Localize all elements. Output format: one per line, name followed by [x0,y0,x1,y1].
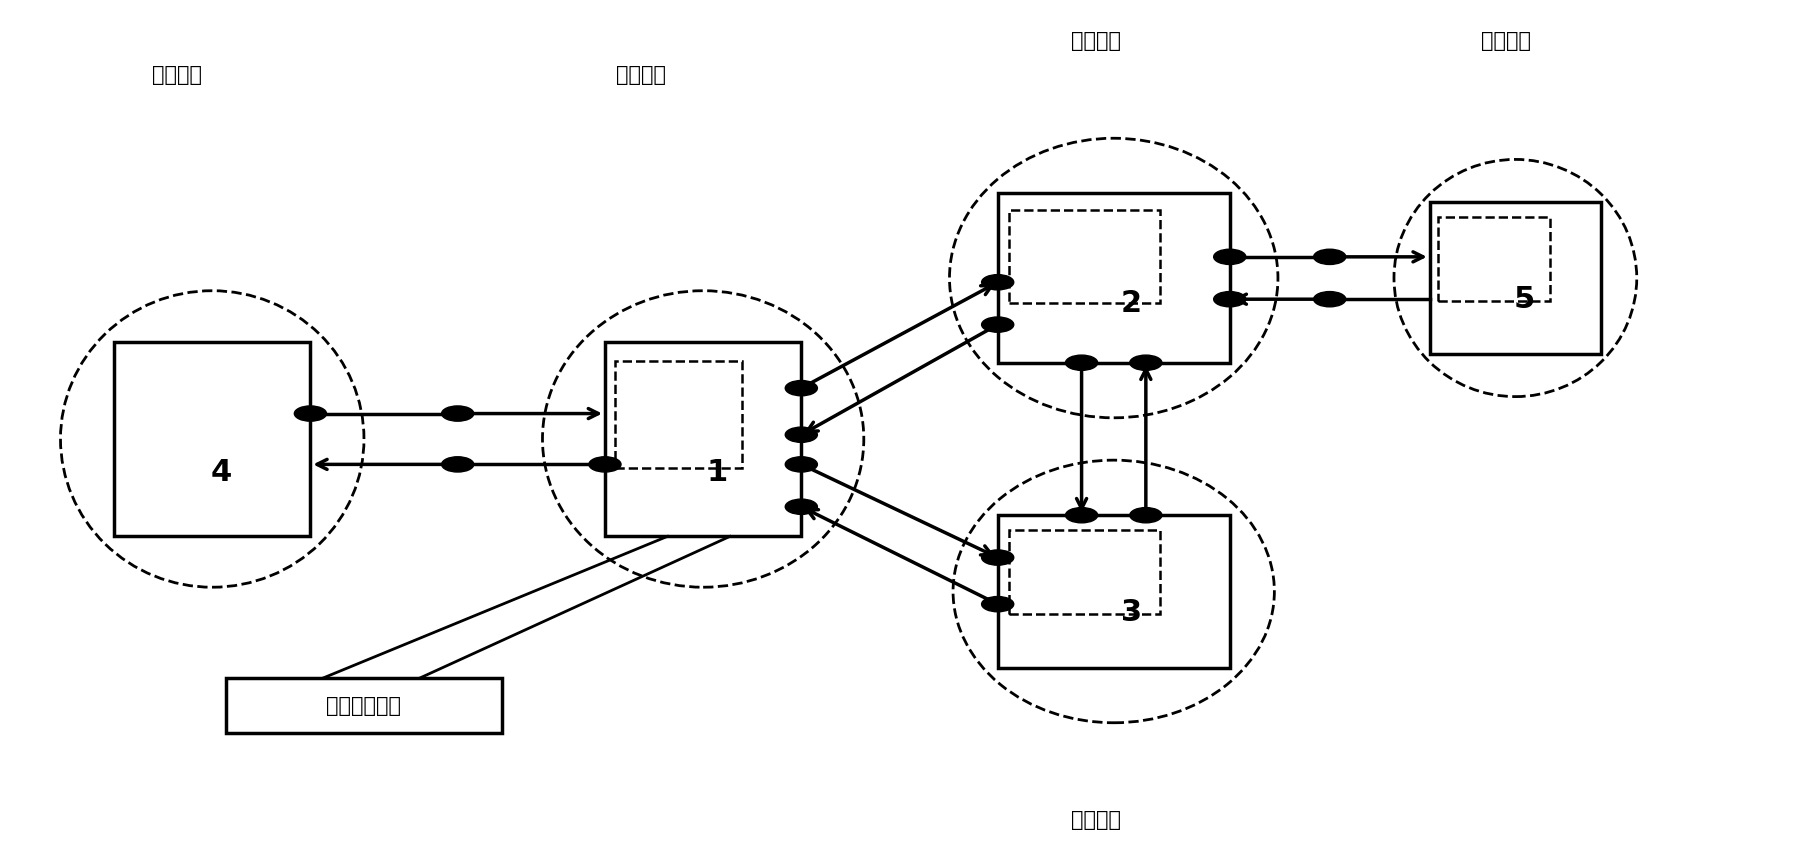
Text: 5: 5 [1512,285,1534,313]
Circle shape [1064,508,1097,523]
Circle shape [982,275,1014,290]
Circle shape [441,406,473,421]
Bar [998,515,1230,667]
Text: 3: 3 [1120,598,1142,627]
Circle shape [784,381,816,396]
Text: 时延测量: 时延测量 [1070,31,1120,51]
Bar [1437,217,1548,300]
Text: 时延测量: 时延测量 [151,65,201,84]
Circle shape [1214,249,1246,264]
Text: 时延测量: 时延测量 [1070,810,1120,830]
Circle shape [1313,249,1345,264]
Circle shape [1064,355,1097,370]
Bar [113,342,311,536]
Circle shape [1313,292,1345,307]
Circle shape [295,406,325,421]
Bar [615,361,743,468]
Circle shape [982,597,1014,612]
Bar [998,194,1230,362]
Text: 1: 1 [707,458,728,487]
Bar [1009,530,1160,614]
Circle shape [441,456,473,472]
Text: 2: 2 [1120,289,1142,318]
Text: 时延测量: 时延测量 [1480,31,1530,51]
Circle shape [1129,508,1162,523]
Circle shape [784,499,816,514]
Text: 4: 4 [210,458,232,487]
Circle shape [1214,292,1246,307]
Bar [1429,201,1600,354]
Bar [1009,210,1160,303]
Bar [225,678,502,734]
Circle shape [982,550,1014,565]
Circle shape [1129,355,1162,370]
Circle shape [784,427,816,443]
Text: 时间信号注入: 时间信号注入 [325,696,401,715]
Circle shape [784,456,816,472]
Text: 时延测量: 时延测量 [615,65,665,84]
Circle shape [588,456,620,472]
Bar [604,342,800,536]
Circle shape [982,317,1014,332]
